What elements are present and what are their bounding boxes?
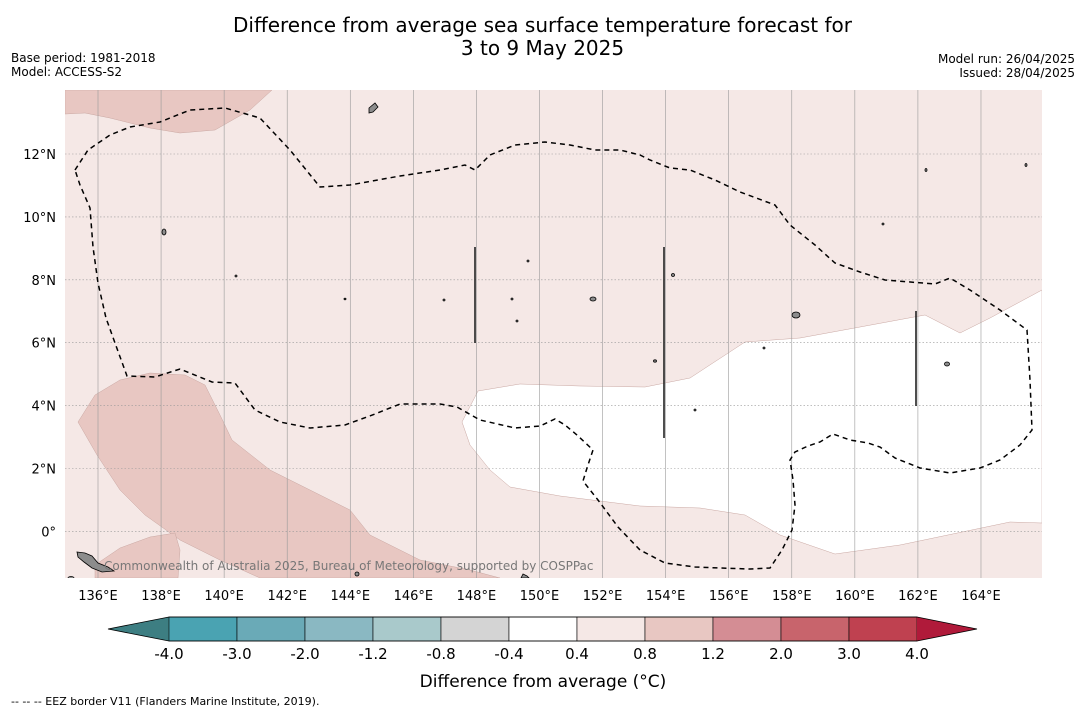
anomaly-band-dark-bottom xyxy=(94,532,181,578)
longitude-label: 142°E xyxy=(267,589,307,604)
latitude-label: 12°N xyxy=(23,148,56,163)
colorbar-tick-label: -0.4 xyxy=(494,645,523,663)
colorbar-extend-high xyxy=(917,617,977,641)
latitude-label: 8°N xyxy=(32,274,57,289)
longitude-label: 140°E xyxy=(204,589,244,604)
base-period: Base period: 1981-2018 xyxy=(11,51,156,65)
island xyxy=(234,274,238,278)
latitude-label: 6°N xyxy=(32,337,57,352)
island xyxy=(76,551,116,573)
colorbar-segment xyxy=(372,616,442,642)
island xyxy=(368,102,379,114)
longitude-label: 160°E xyxy=(835,589,875,604)
island xyxy=(653,359,657,363)
longitude-label: 138°E xyxy=(141,589,181,604)
latitude-tick-labels: 12°N 10°N 8°N 6°N 4°N 2°N 0° xyxy=(23,148,56,540)
longitude-label: 154°E xyxy=(646,589,686,604)
island xyxy=(67,576,75,578)
island xyxy=(881,222,885,226)
colorbar-segment xyxy=(848,616,918,642)
island xyxy=(161,228,167,236)
meta-left: Base period: 1981-2018 Model: ACCESS-S2 xyxy=(11,51,156,79)
colorbar: -4.0 -3.0 -2.0 -1.2 -0.8 -0.4 0.4 0.8 1.2 2.0 3.0 4… xyxy=(107,616,978,692)
title-line-2: 3 to 9 May 2025 xyxy=(460,36,625,60)
latitude-label: 10°N xyxy=(23,211,56,226)
island xyxy=(944,361,950,367)
colorbar-tick-labels: -4.0 -3.0 -2.0 -1.2 -0.8 -0.4 0.4 0.8 1.2 2.0 3.0 4… xyxy=(154,645,929,663)
longitude-label: 148°E xyxy=(457,589,497,604)
latitude-label: 2°N xyxy=(32,463,57,478)
neutral-anomaly-region xyxy=(461,289,1042,555)
longitude-label: 136°E xyxy=(78,589,118,604)
island xyxy=(1024,163,1028,167)
island xyxy=(510,297,514,301)
colorbar-segment xyxy=(236,616,306,642)
island xyxy=(520,573,530,578)
colorbar-tick-label: 1.2 xyxy=(701,645,725,663)
colorbar-segments xyxy=(168,616,918,642)
colorbar-tick-label: 0.4 xyxy=(565,645,589,663)
longitude-label: 152°E xyxy=(583,589,623,604)
longitude-label: 146°E xyxy=(394,589,434,604)
map-area: Commonwealth of Australia 2025, Bureau o… xyxy=(65,90,1042,578)
island xyxy=(515,319,519,323)
longitude-label: 158°E xyxy=(772,589,812,604)
issued-date: Issued: 28/04/2025 xyxy=(959,66,1075,80)
colorbar-tick-label: -3.0 xyxy=(222,645,251,663)
colorbar-tick-label: -4.0 xyxy=(154,645,183,663)
island xyxy=(762,346,766,350)
copyright-text: Commonwealth of Australia 2025, Bureau o… xyxy=(104,559,594,573)
colorbar-outline xyxy=(107,616,978,642)
colorbar-label: Difference from average (°C) xyxy=(420,672,667,692)
longitude-label: 164°E xyxy=(961,589,1001,604)
longitude-label: 156°E xyxy=(709,589,749,604)
colorbar-tick-label: -2.0 xyxy=(290,645,319,663)
colorbar-tick-label: 0.8 xyxy=(633,645,657,663)
colorbar-tick-label: 2.0 xyxy=(769,645,793,663)
island xyxy=(442,298,446,302)
island xyxy=(791,311,801,319)
meta-right: Model run: 26/04/2025 Issued: 28/04/2025 xyxy=(938,52,1075,80)
island xyxy=(354,571,360,577)
island xyxy=(671,273,675,277)
gridlines xyxy=(65,90,1042,578)
island xyxy=(924,168,928,172)
island xyxy=(693,408,697,412)
colorbar-segment xyxy=(440,616,510,642)
latitude-label: 4°N xyxy=(32,400,57,415)
chart-title: Difference from average sea surface temp… xyxy=(0,14,1085,60)
colorbar-segment xyxy=(304,616,374,642)
longitude-label: 150°E xyxy=(520,589,560,604)
island xyxy=(526,259,530,263)
colorbar-extend-low xyxy=(108,617,169,641)
title-line-1: Difference from average sea surface temp… xyxy=(232,13,852,37)
longitude-label: 144°E xyxy=(331,589,371,604)
eez-legend-footer: -- -- -- EEZ border V11 (Flanders Marine… xyxy=(11,695,320,708)
colorbar-segment xyxy=(508,616,578,642)
colorbar-tick-label: 4.0 xyxy=(905,645,929,663)
colorbar-segment xyxy=(780,616,850,642)
anomaly-band-dark-diagonal xyxy=(77,372,501,578)
colorbar-segment xyxy=(168,616,238,642)
colorbar-segment xyxy=(576,616,646,642)
anomaly-band-dark-top xyxy=(65,90,273,134)
colorbar-segment xyxy=(712,616,782,642)
colorbar-tick-label: -1.2 xyxy=(358,645,387,663)
islands xyxy=(67,102,1028,578)
colorbar-segment xyxy=(644,616,714,642)
island xyxy=(343,297,347,301)
longitude-tick-labels: 136°E 138°E 140°E 142°E 144°E 146°E 148°E 150°E… xyxy=(78,589,1001,604)
colorbar-tick-label: 3.0 xyxy=(837,645,861,663)
longitude-label: 162°E xyxy=(898,589,938,604)
latitude-label: 0° xyxy=(41,525,56,540)
eez-border xyxy=(74,107,1033,570)
model-run: Model run: 26/04/2025 xyxy=(937,52,1075,66)
colorbar-tick-label: -0.8 xyxy=(426,645,455,663)
model-name: Model: ACCESS-S2 xyxy=(11,65,123,79)
island xyxy=(589,296,597,302)
